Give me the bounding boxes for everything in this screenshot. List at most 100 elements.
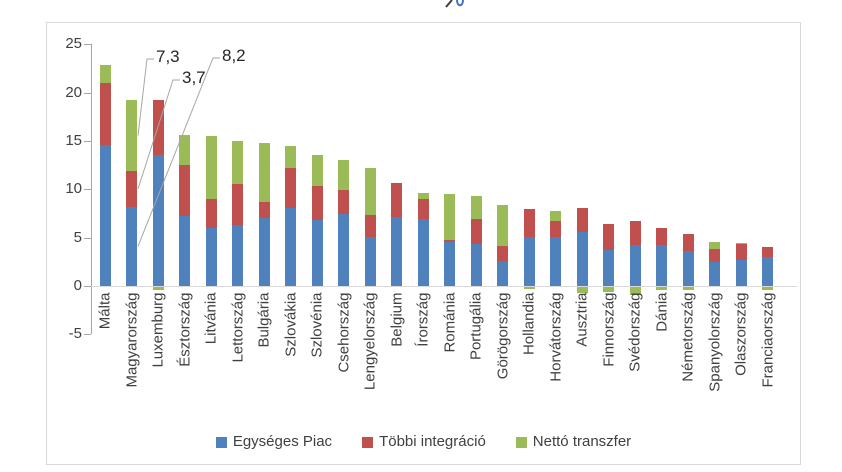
bar-Portugália-Nettó transzfer: [470, 196, 482, 220]
y-axis-tick: [84, 92, 91, 94]
bar-Finnország-Többi integráció: [603, 224, 614, 251]
bar-Szlovákia-Többi integráció: [285, 168, 296, 208]
y-tick-label: 15: [65, 131, 82, 149]
bar-Dánia-Nettó transzfer: [656, 287, 667, 290]
bar-Írország-Többi integráció: [417, 198, 429, 220]
bar-Hollandia-Egységes Piac: [523, 236, 535, 286]
bar-Románia-Nettó transzfer: [444, 194, 455, 240]
bar-Csehország-Egységes Piac: [338, 214, 349, 286]
bar-Dánia-Egységes Piac: [656, 245, 667, 286]
bar-Franciaország-Többi integráció: [762, 247, 773, 257]
x-axis-label: Szlovénia: [308, 292, 326, 358]
y-tick-label: 25: [65, 35, 82, 53]
x-axis-label: Szlovákia: [282, 292, 299, 357]
x-axis-label: Spanyolország: [706, 292, 723, 392]
y-axis-tick: [84, 140, 91, 142]
bar-Spanyolország-Egységes Piac: [709, 261, 720, 286]
bar-Belgium-Egységes Piac: [391, 217, 402, 286]
bar-Spanyolország-Többi integráció: [709, 249, 720, 262]
bar-Ausztria-Nettó transzfer: [576, 287, 588, 293]
bar-Olaszország-Egységes Piac: [735, 259, 747, 286]
x-axis-label: Horvátország: [547, 292, 564, 382]
bar-Görögország-Egységes Piac: [497, 260, 508, 286]
bar-Olaszország-Többi integráció: [735, 244, 747, 260]
bar-Csehország-Többi integráció: [338, 190, 349, 215]
bar-Magyarország-Többi integráció: [126, 170, 137, 207]
bar-Málta-Többi integráció: [99, 82, 111, 145]
x-axis-label: Málta: [96, 292, 114, 330]
x-axis-label: Portugália: [467, 292, 485, 361]
x-axis-label: Írország: [414, 292, 432, 347]
bar-Málta-Egységes Piac: [99, 144, 111, 286]
x-axis-label: Lengyelország: [361, 292, 379, 391]
bar-Lettország-Nettó transzfer: [232, 140, 243, 185]
zero-gridline: [91, 286, 797, 287]
bar-Lengyelország-Nettó transzfer: [364, 168, 376, 216]
bar-Horvátország-Többi integráció: [550, 221, 561, 237]
legend-label: Többi integráció: [379, 433, 486, 450]
bar-Szlovákia-Egységes Piac: [285, 207, 296, 286]
x-axis-label: Luxemburg: [149, 292, 167, 368]
legend-item: Többi integráció: [362, 433, 486, 451]
x-axis-label: Ausztria: [573, 292, 591, 347]
bar-Németország-Egységes Piac: [682, 251, 694, 286]
bar-Hollandia-Többi integráció: [523, 208, 535, 237]
legend: Egységes Piac Többi integráció Nettó trans…: [46, 433, 801, 451]
bar-Horvátország-Egységes Piac: [550, 236, 561, 286]
x-axis-label: Svédország: [626, 292, 644, 372]
bar-Dánia-Többi integráció: [656, 227, 667, 246]
bar-Lettország-Többi integráció: [232, 184, 243, 226]
x-axis-label: Görögország: [494, 292, 511, 380]
bar-Szlovénia-Egységes Piac: [311, 220, 323, 286]
y-tick-label: 0: [73, 277, 82, 294]
bar-Észtország-Nettó transzfer: [179, 135, 190, 166]
bar-Írország-Nettó transzfer: [417, 193, 429, 199]
bar-Észtország-Többi integráció: [179, 165, 190, 217]
x-axis-label: Lettország: [229, 292, 246, 363]
bar-Németország-Többi integráció: [682, 233, 694, 252]
bar-Bulgária-Többi integráció: [258, 201, 270, 219]
bar-Románia-Egységes Piac: [444, 242, 455, 286]
x-axis-label: Franciaország: [759, 292, 776, 388]
x-axis-label: Finnország: [600, 292, 617, 367]
bar-Belgium-Többi integráció: [391, 182, 402, 218]
bar-Luxemburg-Többi integráció: [152, 100, 164, 156]
bar-Szlovákia-Nettó transzfer: [285, 145, 296, 169]
bar-Magyarország-Nettó transzfer: [126, 100, 137, 171]
legend-label: Egységes Piac: [232, 433, 333, 450]
x-axis-label: Belgium: [388, 292, 405, 347]
x-axis-label: Olaszország: [732, 292, 750, 376]
bar-Olaszország-Nettó transzfer: [735, 242, 747, 245]
y-axis-tick: [84, 286, 91, 287]
y-axis-tick: [84, 334, 91, 336]
bar-Lengyelország-Egységes Piac: [364, 236, 376, 286]
legend-item: Egységes Piac: [215, 433, 333, 451]
bar-Csehország-Nettó transzfer: [338, 160, 349, 191]
legend-swatch: [362, 436, 374, 448]
y-tick-label: -5: [68, 325, 82, 343]
y-tick-label: 5: [73, 228, 82, 246]
bar-Írország-Egységes Piac: [417, 219, 429, 286]
bar-Görögország-Többi integráció: [497, 246, 508, 261]
legend-item: Nettó transzfer: [515, 433, 631, 451]
legend-swatch: [515, 436, 527, 448]
x-axis-label: Németország: [679, 292, 697, 382]
bar-Luxemburg-Nettó transzfer: [152, 287, 164, 290]
bar-Észtország-Egységes Piac: [179, 216, 190, 286]
x-axis-label: Dánia: [653, 292, 670, 332]
y-axis-line: [91, 44, 92, 335]
y-axis-tick: [84, 237, 91, 239]
bar-Lengyelország-Többi integráció: [364, 215, 376, 237]
bar-Litvánia-Nettó transzfer: [205, 136, 217, 199]
bar-Franciaország-Nettó transzfer: [762, 287, 773, 290]
bar-Bulgária-Nettó transzfer: [258, 142, 270, 202]
bar-Franciaország-Egységes Piac: [762, 256, 773, 286]
bar-Görögország-Nettó transzfer: [497, 204, 508, 247]
bar-Málta-Nettó transzfer: [99, 64, 111, 83]
x-axis-label: Észtország: [176, 292, 193, 367]
bar-Svédország-Nettó transzfer: [629, 287, 641, 295]
x-axis-label: Bulgária: [255, 292, 273, 348]
bar-Spanyolország-Nettó transzfer: [709, 242, 720, 250]
